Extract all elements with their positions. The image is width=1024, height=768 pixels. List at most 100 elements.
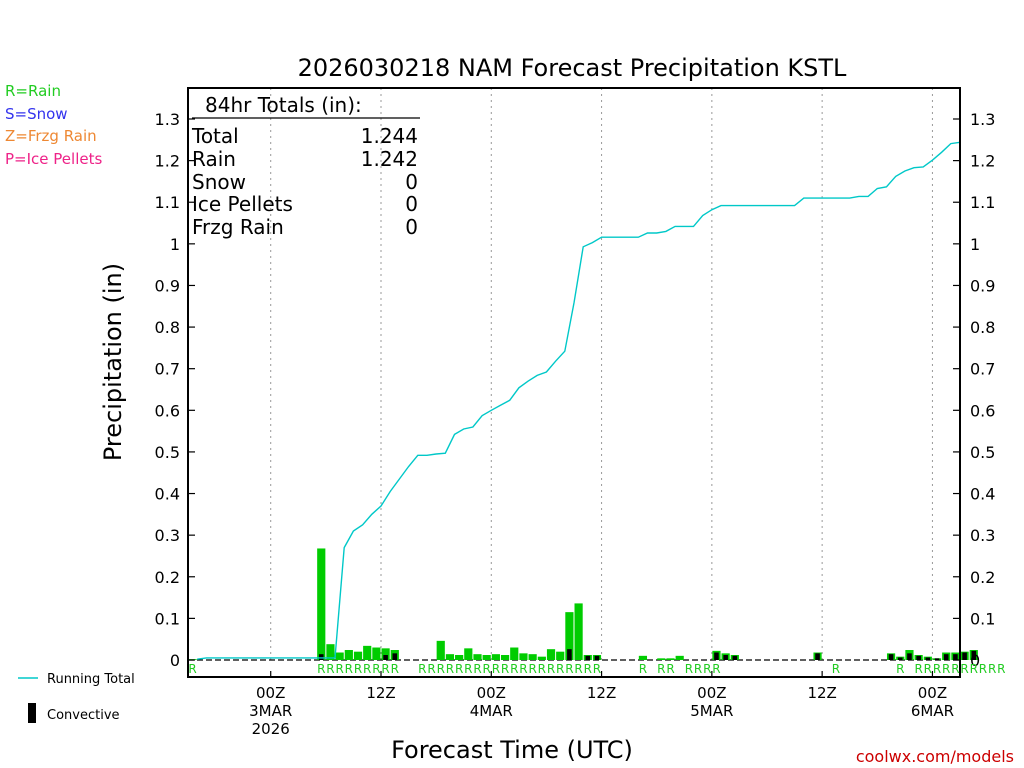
running-total-line [197, 141, 961, 660]
x-tick-label: 00Z [697, 684, 726, 702]
rain-bar [556, 651, 565, 660]
precip-type-marker: R [924, 662, 932, 676]
totals-label-total: Total [191, 124, 239, 148]
precip-type-marker: R [565, 662, 573, 676]
rain-bar [473, 654, 482, 660]
y-tick-label-left: 0.4 [155, 485, 180, 504]
y-tick-label-left: 0.1 [155, 609, 180, 628]
convective-bar [916, 655, 921, 660]
precip-type-marker: R [473, 662, 481, 676]
precip-type-marker: R [914, 662, 922, 676]
convective-bar [383, 655, 388, 660]
rain-bar [455, 655, 464, 660]
totals-label-frzg-rain: Frzg Rain [192, 215, 284, 239]
convective-bar [953, 654, 958, 660]
convective-bars [318, 649, 977, 660]
precip-type-marker: R [584, 662, 592, 676]
y-tick-label-left: 0 [170, 651, 180, 670]
precip-type-marker: R [960, 662, 968, 676]
precip-type-marker: R [657, 662, 665, 676]
x-tick-label: 00Z [918, 684, 947, 702]
y-tick-label-left: 0.8 [155, 318, 180, 337]
precip-type-marker: R [446, 662, 454, 676]
convective-bar [907, 653, 912, 660]
x-tick-label: 3MAR [249, 702, 292, 720]
rain-bar [528, 654, 537, 660]
convective-bar [732, 655, 738, 660]
rain-bar [464, 648, 473, 660]
y-tick-label-right: 0 [970, 651, 980, 670]
totals-heading: 84hr Totals (in): [205, 93, 362, 117]
rain-bar [335, 652, 344, 660]
rain-bar [381, 648, 390, 660]
type-key-snow: S=Snow [5, 105, 68, 123]
x-tick-label: 4MAR [470, 702, 513, 720]
convective-bar [934, 658, 940, 660]
precip-type-marker: R [556, 662, 564, 676]
totals-value-total: 1.244 [361, 124, 418, 148]
rain-bar [638, 655, 648, 660]
y-tick-label-left: 1.3 [155, 110, 180, 129]
precip-type-marker: R [510, 662, 518, 676]
rain-bar [482, 655, 491, 660]
precip-type-marker: R [639, 662, 647, 676]
y-tick-label-left: 0.6 [155, 401, 180, 420]
rain-bar [546, 649, 556, 660]
legend-running-total-label: Running Total [47, 672, 135, 687]
y-tick-label-right: 0.4 [970, 485, 995, 504]
y-tick-label-left: 1.2 [155, 152, 180, 171]
rain-bars [188, 548, 978, 660]
rain-bar [445, 654, 455, 660]
credit-text: coolwx.com/models [856, 747, 1014, 766]
rain-bar [353, 651, 363, 660]
convective-bar [585, 655, 591, 660]
precip-type-marker: R [703, 662, 711, 676]
rain-bar [565, 612, 574, 660]
precip-type-marker: R [427, 662, 435, 676]
precip-type-marker: R [951, 662, 959, 676]
totals-value-snow: 0 [405, 170, 418, 194]
y-tick-label-left: 1.1 [155, 193, 180, 212]
precip-type-marker: R [979, 662, 987, 676]
y-tick-label-right: 0.8 [970, 318, 995, 337]
legend-convective-label: Convective [47, 708, 120, 723]
rain-bar [372, 647, 381, 660]
precip-type-marker: R [483, 662, 491, 676]
rain-bar [326, 644, 335, 660]
precip-type-marker: R [694, 662, 702, 676]
precip-type-marker: R [832, 662, 840, 676]
precip-type-marker: R [942, 662, 950, 676]
legend-convective-swatch [28, 703, 36, 723]
rain-bar [666, 658, 675, 660]
precip-type-marker: R [317, 662, 325, 676]
totals-label-ice-pellets: Ice Pellets [192, 192, 293, 216]
y-tick-label-left: 1 [170, 235, 180, 254]
x-tick-label: 00Z [256, 684, 285, 702]
totals-value-rain: 1.242 [361, 147, 418, 171]
y-tick-label-right: 1.1 [970, 193, 995, 212]
precip-type-marker: R [970, 662, 978, 676]
rain-bar [344, 650, 353, 660]
precip-type-marker: R [933, 662, 941, 676]
precip-type-marker: R [326, 662, 334, 676]
convective-bar [594, 655, 600, 660]
precip-type-marker: R [363, 662, 371, 676]
y-axis-right: 0 0.1 0.2 0.3 0.4 0.5 0.6 0.7 0.8 0.9 1 1.1 1.2 1.3 [953, 110, 995, 670]
convective-bar [714, 652, 719, 660]
y-axis-left: 0 0.1 0.2 0.3 0.4 0.5 0.6 0.7 0.8 0.9 1 1.1 1.2 1.3 [155, 110, 195, 670]
y-tick-label-left: 0.3 [155, 526, 180, 545]
vertical-gridlines [270, 88, 933, 660]
precip-type-marker: R [464, 662, 472, 676]
precip-type-marker: R [988, 662, 996, 676]
y-tick-label-right: 0.7 [970, 360, 995, 379]
rain-bar [436, 640, 445, 660]
precip-type-marker: R [528, 662, 536, 676]
precip-type-marker: R [519, 662, 527, 676]
x-axis-title: Forecast Time (UTC) [391, 736, 633, 764]
precip-type-marker: R [593, 662, 601, 676]
convective-bar [962, 652, 967, 660]
precip-type-marker: R [896, 662, 904, 676]
y-tick-label-right: 0.1 [970, 609, 995, 628]
precip-type-marker: R [547, 662, 555, 676]
